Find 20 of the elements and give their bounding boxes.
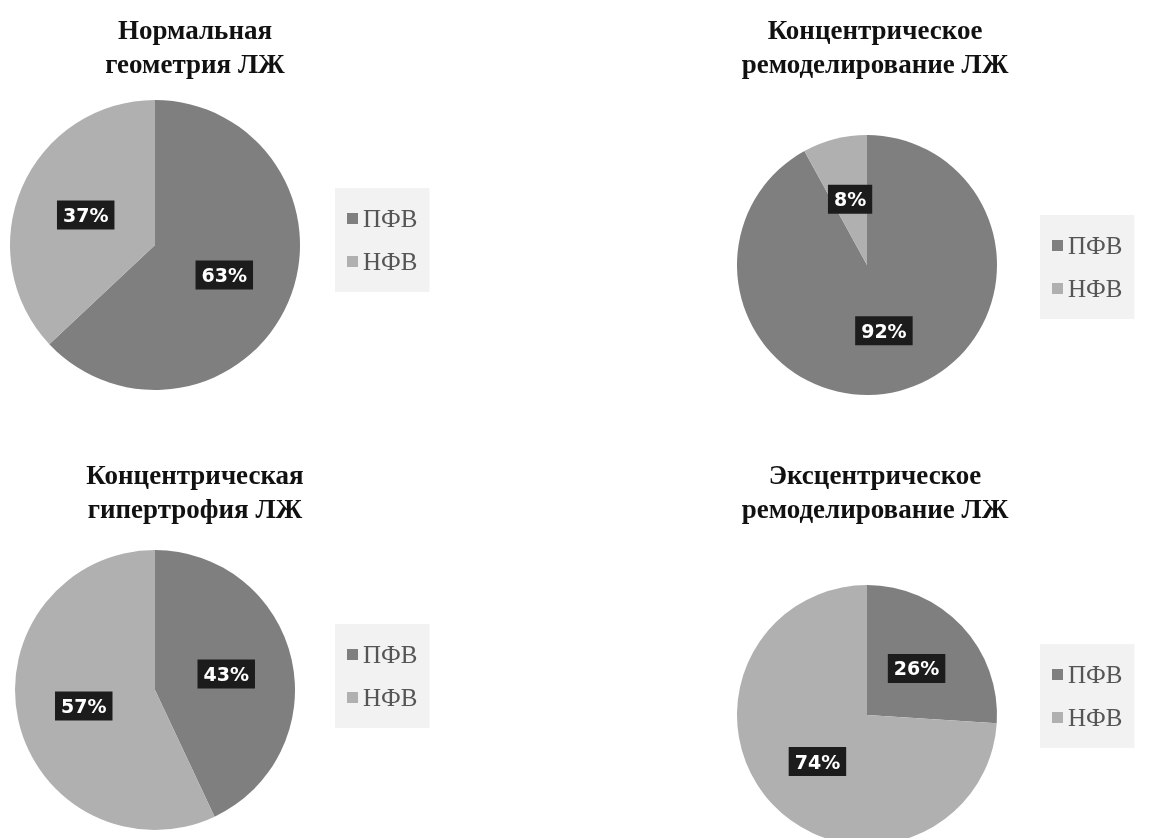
data-label: 74% (794, 750, 841, 773)
legend-label: ПФВ (1068, 232, 1123, 259)
chart-title: Концентрическое ремоделирование ЛЖ (741, 15, 1009, 79)
data-label: 92% (861, 319, 907, 342)
legend-label: ПФВ (363, 641, 418, 668)
legend-label: ПФВ (1068, 661, 1123, 688)
data-label: 8% (833, 188, 867, 211)
chart-title: Эксцентрическое ремоделирование ЛЖ (741, 460, 1009, 524)
data-label: 63% (201, 263, 248, 286)
legend-label: ПФВ (363, 205, 418, 232)
legend-label: НФВ (363, 248, 418, 275)
data-label: 43% (203, 663, 249, 686)
data-label: 37% (62, 204, 109, 227)
legend-label: НФВ (1068, 704, 1123, 731)
data-label: 26% (893, 657, 940, 680)
data-label: 57% (61, 694, 107, 717)
chart-title: Концентрическая гипертрофия ЛЖ (86, 460, 304, 524)
chart-title: Нормальная геометрия ЛЖ (105, 15, 286, 79)
legend-label: НФВ (363, 684, 418, 711)
legend-label: НФВ (1068, 275, 1123, 302)
